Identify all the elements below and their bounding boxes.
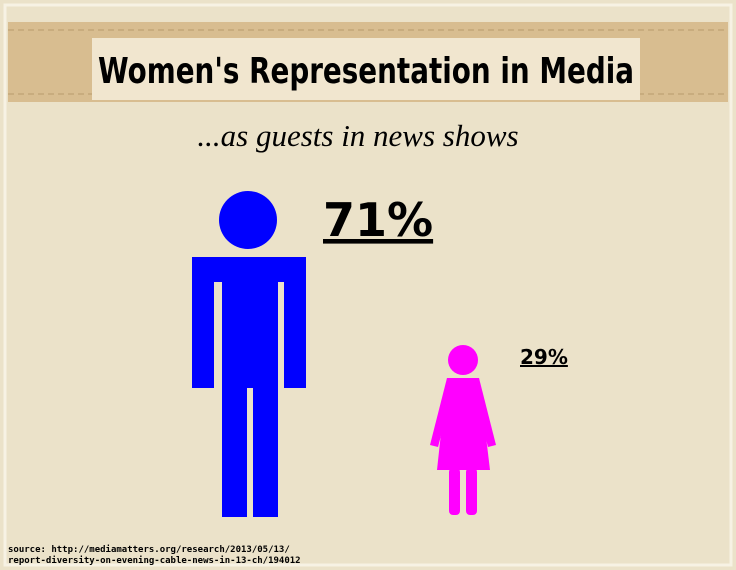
title: Women's Representation in Media <box>98 51 634 92</box>
man-percent: 71% <box>323 193 433 247</box>
source-line: report-diversity-on-evening-cable-news-i… <box>8 555 301 566</box>
woman-percent: 29% <box>520 345 568 369</box>
frame <box>3 3 733 567</box>
woman-icon <box>430 345 496 515</box>
title-box <box>92 38 640 100</box>
man-icon <box>192 191 306 517</box>
subtitle: ...as guests in news shows <box>197 118 518 153</box>
source-line: source: http://mediamatters.org/research… <box>8 544 290 555</box>
